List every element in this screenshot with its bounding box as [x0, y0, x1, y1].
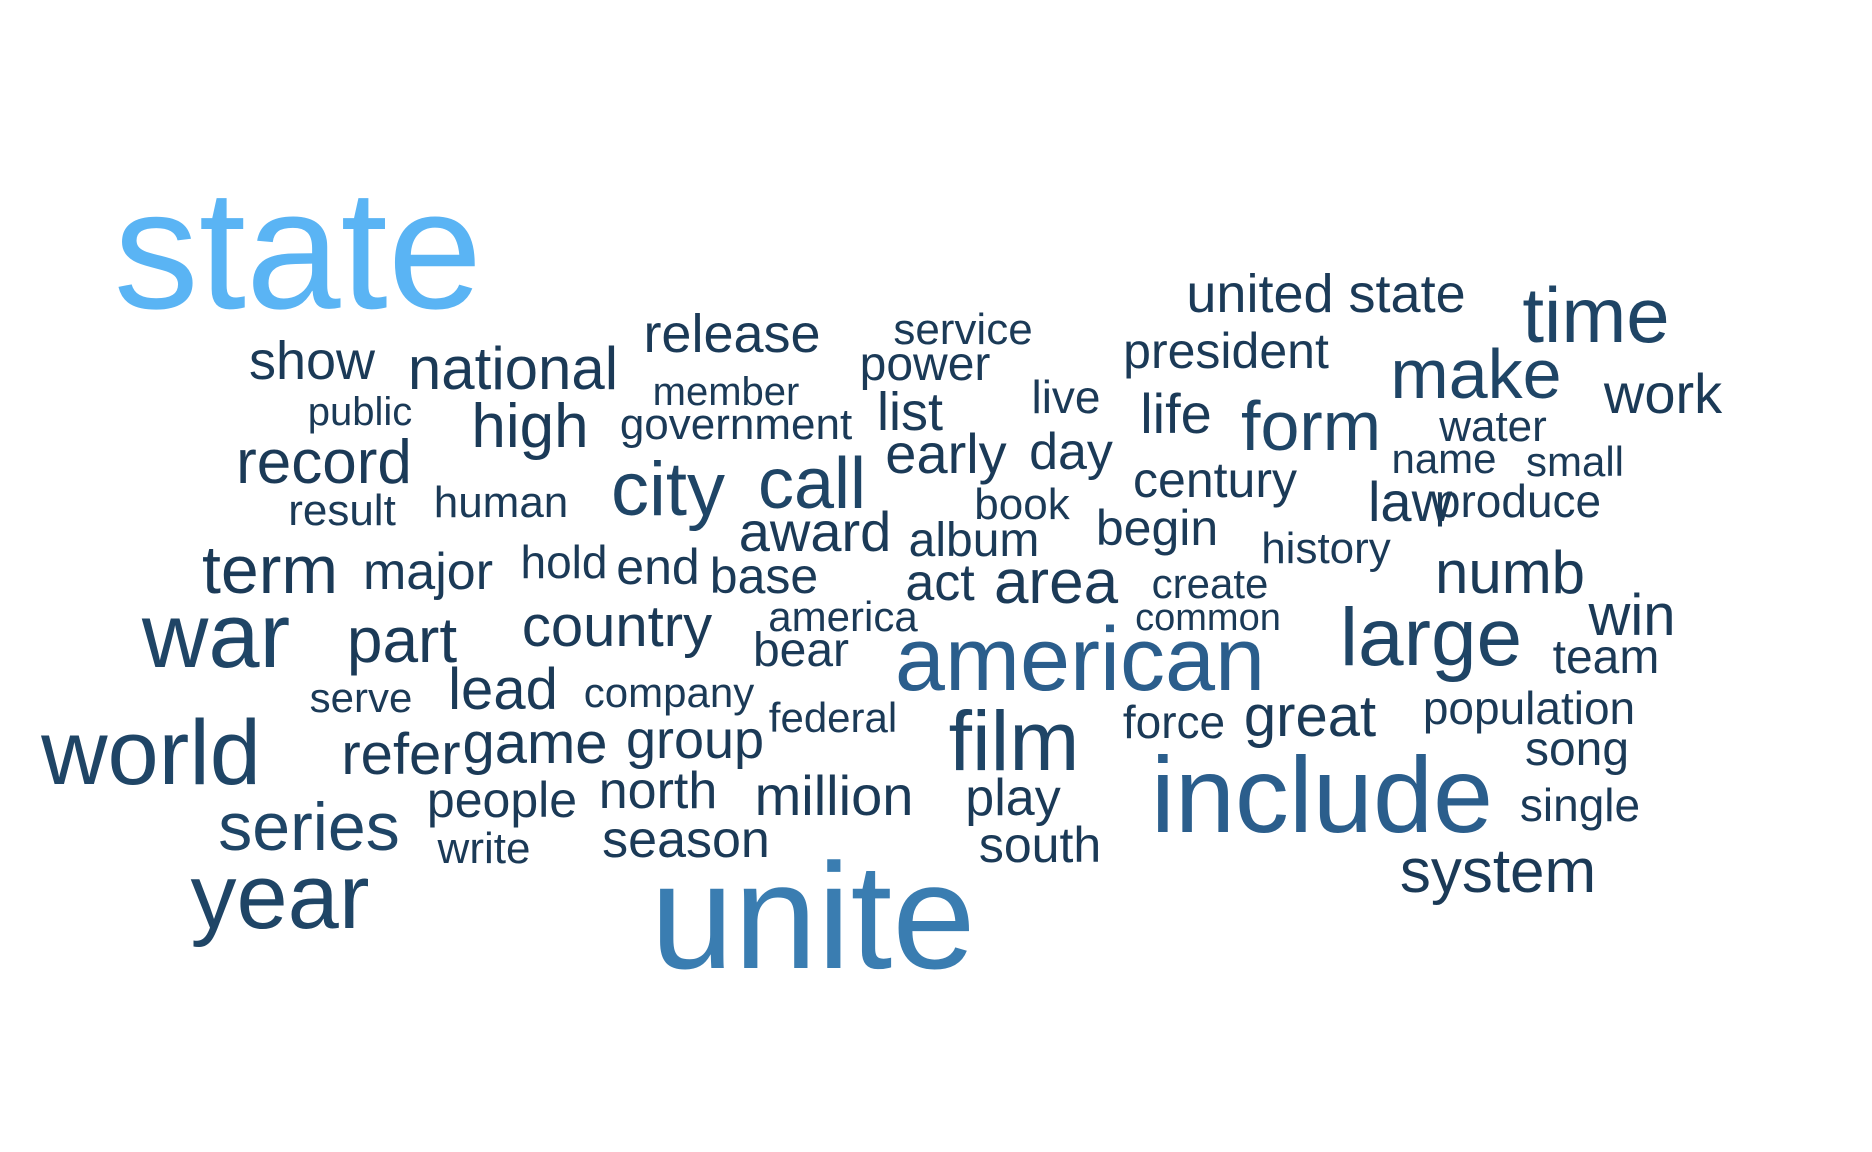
- cloud-word-america: america: [768, 593, 918, 640]
- cloud-word-power: power: [859, 338, 991, 391]
- cloud-word-united-state: united state: [1186, 264, 1466, 324]
- cloud-word-result: result: [288, 486, 396, 535]
- cloud-word-book: book: [974, 480, 1070, 529]
- cloud-word-film: film: [948, 694, 1080, 788]
- cloud-word-country: country: [521, 594, 713, 659]
- cloud-word-century: century: [1133, 452, 1297, 508]
- cloud-word-call: call: [757, 444, 867, 524]
- cloud-word-history: history: [1261, 524, 1391, 573]
- cloud-word-population: population: [1422, 682, 1636, 734]
- cloud-word-member: member: [652, 370, 800, 414]
- cloud-word-unite: unite: [650, 832, 976, 1000]
- cloud-word-world: world: [41, 702, 261, 804]
- cloud-word-form: form: [1241, 387, 1381, 465]
- cloud-word-day: day: [1029, 423, 1113, 481]
- cloud-word-refer: refer: [341, 722, 461, 787]
- cloud-word-north: north: [598, 762, 718, 820]
- cloud-word-serve: serve: [309, 674, 413, 721]
- cloud-word-base: base: [709, 548, 819, 604]
- cloud-word-area: area: [993, 548, 1119, 617]
- cloud-word-company: company: [583, 669, 755, 716]
- cloud-word-high: high: [471, 392, 589, 461]
- cloud-word-water: water: [1439, 402, 1547, 451]
- cloud-word-team: team: [1552, 631, 1660, 684]
- cloud-word-small: small: [1525, 438, 1625, 485]
- cloud-word-write: write: [437, 824, 531, 873]
- cloud-word-work: work: [1603, 362, 1723, 425]
- cloud-word-city: city: [611, 447, 725, 532]
- cloud-word-state: state: [113, 155, 483, 345]
- cloud-word-million: million: [754, 764, 914, 827]
- cloud-word-win: win: [1588, 583, 1676, 648]
- cloud-word-public: public: [307, 390, 413, 434]
- cloud-word-play: play: [965, 769, 1061, 827]
- cloud-word-song: song: [1524, 723, 1630, 776]
- cloud-word-war: war: [141, 585, 291, 687]
- cloud-word-record: record: [236, 428, 412, 497]
- cloud-word-produce: produce: [1434, 475, 1602, 527]
- cloud-word-time: time: [1522, 271, 1670, 359]
- cloud-word-force: force: [1122, 696, 1226, 748]
- cloud-word-human: human: [433, 478, 569, 527]
- cloud-word-show: show: [248, 331, 376, 391]
- cloud-word-make: make: [1390, 335, 1562, 413]
- cloud-word-part: part: [346, 604, 458, 676]
- cloud-word-create: create: [1151, 560, 1269, 607]
- cloud-word-common: common: [1135, 597, 1281, 639]
- cloud-word-series: series: [218, 789, 400, 865]
- cloud-word-law: law: [1367, 470, 1453, 533]
- cloud-word-begin: begin: [1095, 500, 1219, 556]
- cloud-word-end: end: [616, 539, 700, 595]
- cloud-word-early: early: [885, 422, 1007, 485]
- cloud-word-live: live: [1031, 371, 1101, 423]
- cloud-word-great: great: [1243, 684, 1377, 749]
- cloud-word-government: government: [619, 400, 853, 449]
- cloud-word-list: list: [877, 382, 943, 442]
- cloud-word-numb: numb: [1434, 539, 1586, 606]
- cloud-word-major: major: [362, 543, 494, 601]
- cloud-word-group: group: [625, 710, 765, 770]
- cloud-word-president: president: [1123, 323, 1329, 379]
- cloud-word-bear: bear: [752, 624, 850, 677]
- cloud-word-system: system: [1399, 837, 1597, 906]
- cloud-word-season: season: [602, 811, 770, 869]
- cloud-word-release: release: [643, 304, 821, 364]
- cloud-word-award: award: [738, 500, 892, 563]
- cloud-word-lead: lead: [448, 657, 558, 722]
- cloud-word-south: south: [978, 817, 1102, 873]
- cloud-word-game: game: [462, 711, 608, 776]
- cloud-word-life: life: [1140, 382, 1212, 445]
- cloud-word-american: american: [894, 610, 1266, 710]
- cloud-word-service: service: [893, 305, 1033, 354]
- cloud-word-national: national: [407, 335, 619, 402]
- cloud-word-name: name: [1391, 435, 1497, 482]
- cloud-word-act: act: [905, 554, 975, 612]
- cloud-word-album: album: [908, 514, 1040, 567]
- cloud-word-term: term: [202, 532, 338, 608]
- cloud-word-single: single: [1519, 779, 1641, 831]
- cloud-word-large: large: [1339, 592, 1523, 683]
- cloud-word-year: year: [190, 846, 370, 948]
- cloud-word-hold: hold: [520, 536, 608, 588]
- cloud-word-people: people: [426, 772, 578, 828]
- cloud-word-federal: federal: [768, 694, 898, 741]
- cloud-word-include: include: [1150, 734, 1494, 855]
